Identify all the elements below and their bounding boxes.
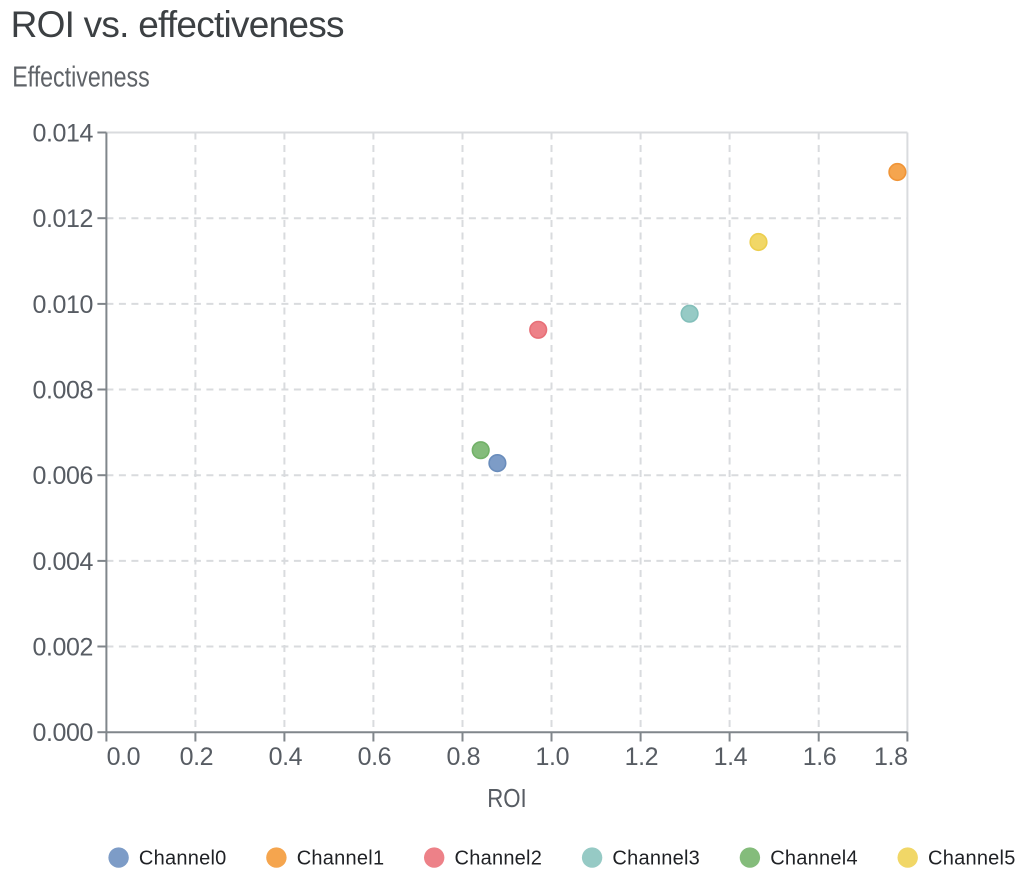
svg-text:Channel5: Channel5 <box>928 848 1016 870</box>
svg-text:1.0: 1.0 <box>536 743 570 771</box>
svg-text:Channel0: Channel0 <box>139 848 227 870</box>
svg-text:0.000: 0.000 <box>32 719 93 747</box>
svg-text:0.2: 0.2 <box>180 743 214 771</box>
svg-text:0.6: 0.6 <box>358 743 392 771</box>
svg-text:0.012: 0.012 <box>32 205 93 233</box>
svg-text:1.6: 1.6 <box>803 743 837 771</box>
svg-text:0.4: 0.4 <box>269 743 303 771</box>
svg-text:1.4: 1.4 <box>714 743 748 771</box>
svg-text:ROI vs. effectiveness: ROI vs. effectiveness <box>11 4 344 45</box>
svg-text:0.010: 0.010 <box>32 291 93 319</box>
svg-text:ROI: ROI <box>487 785 526 814</box>
svg-text:0.004: 0.004 <box>32 548 93 576</box>
svg-text:Effectiveness: Effectiveness <box>12 60 150 93</box>
svg-text:Channel2: Channel2 <box>455 848 543 870</box>
svg-text:Channel3: Channel3 <box>612 848 700 870</box>
svg-text:Channel1: Channel1 <box>297 848 385 870</box>
svg-text:0.014: 0.014 <box>32 119 93 147</box>
svg-text:0.006: 0.006 <box>32 462 93 490</box>
svg-text:0.002: 0.002 <box>32 633 93 661</box>
svg-text:0.008: 0.008 <box>32 376 93 404</box>
svg-text:0.0: 0.0 <box>107 743 141 771</box>
svg-text:0.8: 0.8 <box>447 743 481 771</box>
svg-text:1.8: 1.8 <box>874 743 908 771</box>
svg-text:Channel4: Channel4 <box>770 848 858 870</box>
svg-text:1.2: 1.2 <box>625 743 659 771</box>
